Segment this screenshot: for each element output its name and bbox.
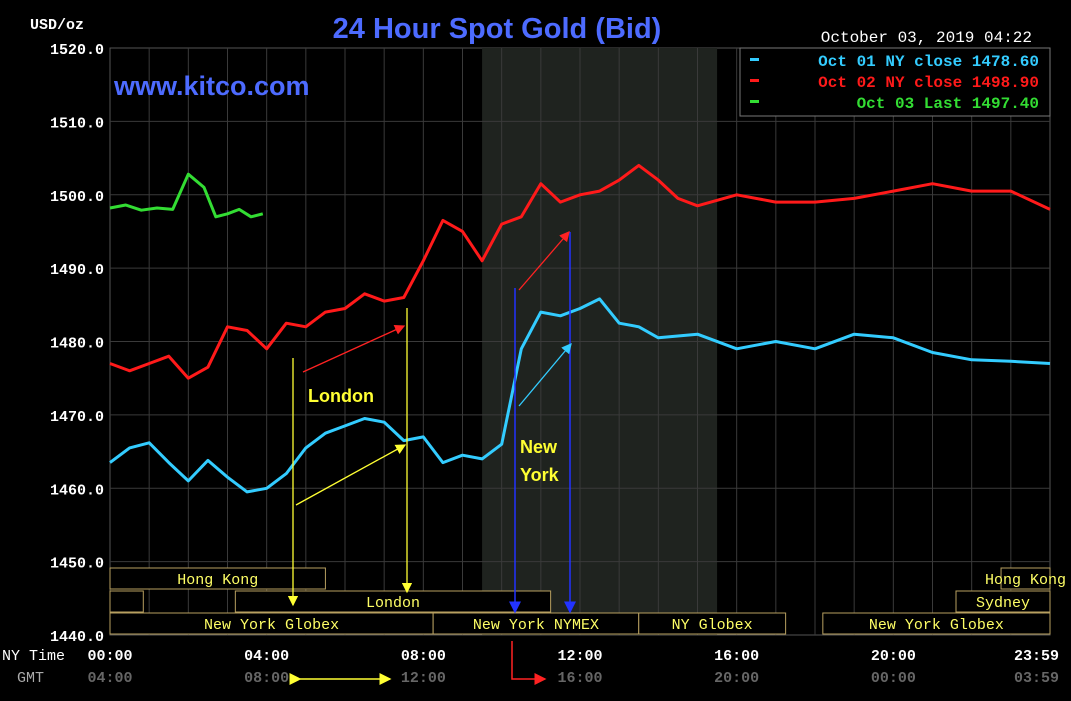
session-bar <box>109 590 144 613</box>
session-label: New York NYMEX <box>473 617 599 634</box>
y-tick-label: 1510.0 <box>50 115 104 132</box>
legend: Oct 01 NY close 1478.60 Oct 02 NY close … <box>739 47 1051 117</box>
gmt-time-tick: 00:00 <box>871 670 916 687</box>
session-bars: Hong Kong Hong Kong London Sydney New York G… <box>109 567 1066 635</box>
y-axis: 1520.0 1510.0 1500.0 1490.0 1480.0 1470.0 1460… <box>50 42 104 646</box>
chart-title: 24 Hour Spot Gold (Bid) <box>333 13 662 45</box>
session-bar: Hong Kong <box>985 567 1066 590</box>
timestamp: October 03, 2019 04:22 <box>821 29 1032 47</box>
y-tick-label: 1440.0 <box>50 629 104 646</box>
session-bar: New York NYMEX <box>432 612 640 635</box>
session-label: Sydney <box>976 595 1030 612</box>
y-tick-label: 1490.0 <box>50 262 104 279</box>
ny-time-tick: 16:00 <box>714 648 759 665</box>
session-label: Hong Kong <box>985 572 1066 589</box>
gmt-time-tick: 08:00 <box>244 670 289 687</box>
legend-swatch-oct-02 <box>750 79 759 82</box>
legend-entry-oct-03: Oct 03 Last 1497.40 <box>857 95 1039 113</box>
grid-lines <box>110 48 1050 635</box>
series-line-oct-02 <box>109 163 1051 380</box>
session-label: New York Globex <box>204 617 339 634</box>
arrow-yellow-3 <box>295 444 407 506</box>
gmt-time-tick: 03:59 <box>1014 670 1059 687</box>
y-tick-label: 1470.0 <box>50 409 104 426</box>
ny-time-tick: 08:00 <box>401 648 446 665</box>
series-line-oct-01 <box>109 297 1051 494</box>
legend-swatch-oct-01 <box>750 58 759 61</box>
annotation-london: London <box>308 386 374 406</box>
gmt-row-label: GMT <box>17 670 44 687</box>
ny-time-tick: 00:00 <box>87 648 132 665</box>
annotation-arrows <box>287 231 576 685</box>
legend-swatch-oct-03 <box>750 100 759 103</box>
session-bar: Hong Kong <box>109 567 326 590</box>
arrow-red-gmt <box>511 641 547 685</box>
arrow-red-2 <box>518 231 570 291</box>
gmt-time-tick: 20:00 <box>714 670 759 687</box>
session-bar: NY Globex <box>638 612 787 635</box>
series-line-oct-03 <box>109 172 264 219</box>
ny-time-tick: 20:00 <box>871 648 916 665</box>
annotation-new: New <box>520 437 558 457</box>
gmt-time-tick: 12:00 <box>401 670 446 687</box>
y-tick-label: 1450.0 <box>50 556 104 573</box>
ny-time-row-label: NY Time <box>2 648 65 665</box>
session-bar: London <box>234 590 552 613</box>
watermark: www.kitco.com <box>113 71 310 101</box>
ny-time-tick: 04:00 <box>244 648 289 665</box>
session-label: New York Globex <box>869 617 1004 634</box>
session-bar: New York Globex <box>822 612 1051 635</box>
y-tick-label: 1520.0 <box>50 42 104 59</box>
session-bar: New York Globex <box>109 612 434 635</box>
y-tick-label: 1480.0 <box>50 336 104 353</box>
session-bar: Sydney <box>955 590 1051 613</box>
session-label: London <box>366 595 420 612</box>
session-label: Hong Kong <box>177 572 258 589</box>
price-series <box>109 163 1051 494</box>
ny-time-tick: 12:00 <box>557 648 602 665</box>
session-label: NY Globex <box>672 617 753 634</box>
y-tick-label: 1460.0 <box>50 482 104 499</box>
x-axis-ticks: 00:00 04:00 08:00 12:00 16:00 20:00 23:59 04:00… <box>87 648 1059 687</box>
legend-entry-oct-01: Oct 01 NY close 1478.60 <box>818 53 1039 71</box>
y-unit-label: USD/oz <box>30 17 84 34</box>
ny-time-tick: 23:59 <box>1014 648 1059 665</box>
y-tick-label: 1500.0 <box>50 189 104 206</box>
legend-entry-oct-02: Oct 02 NY close 1498.90 <box>818 74 1039 92</box>
arrow-cyan-1 <box>518 343 572 407</box>
arrow-red-1 <box>302 325 406 373</box>
gmt-time-tick: 16:00 <box>557 670 602 687</box>
gmt-time-tick: 04:00 <box>87 670 132 687</box>
annotation-york: York <box>520 465 560 485</box>
